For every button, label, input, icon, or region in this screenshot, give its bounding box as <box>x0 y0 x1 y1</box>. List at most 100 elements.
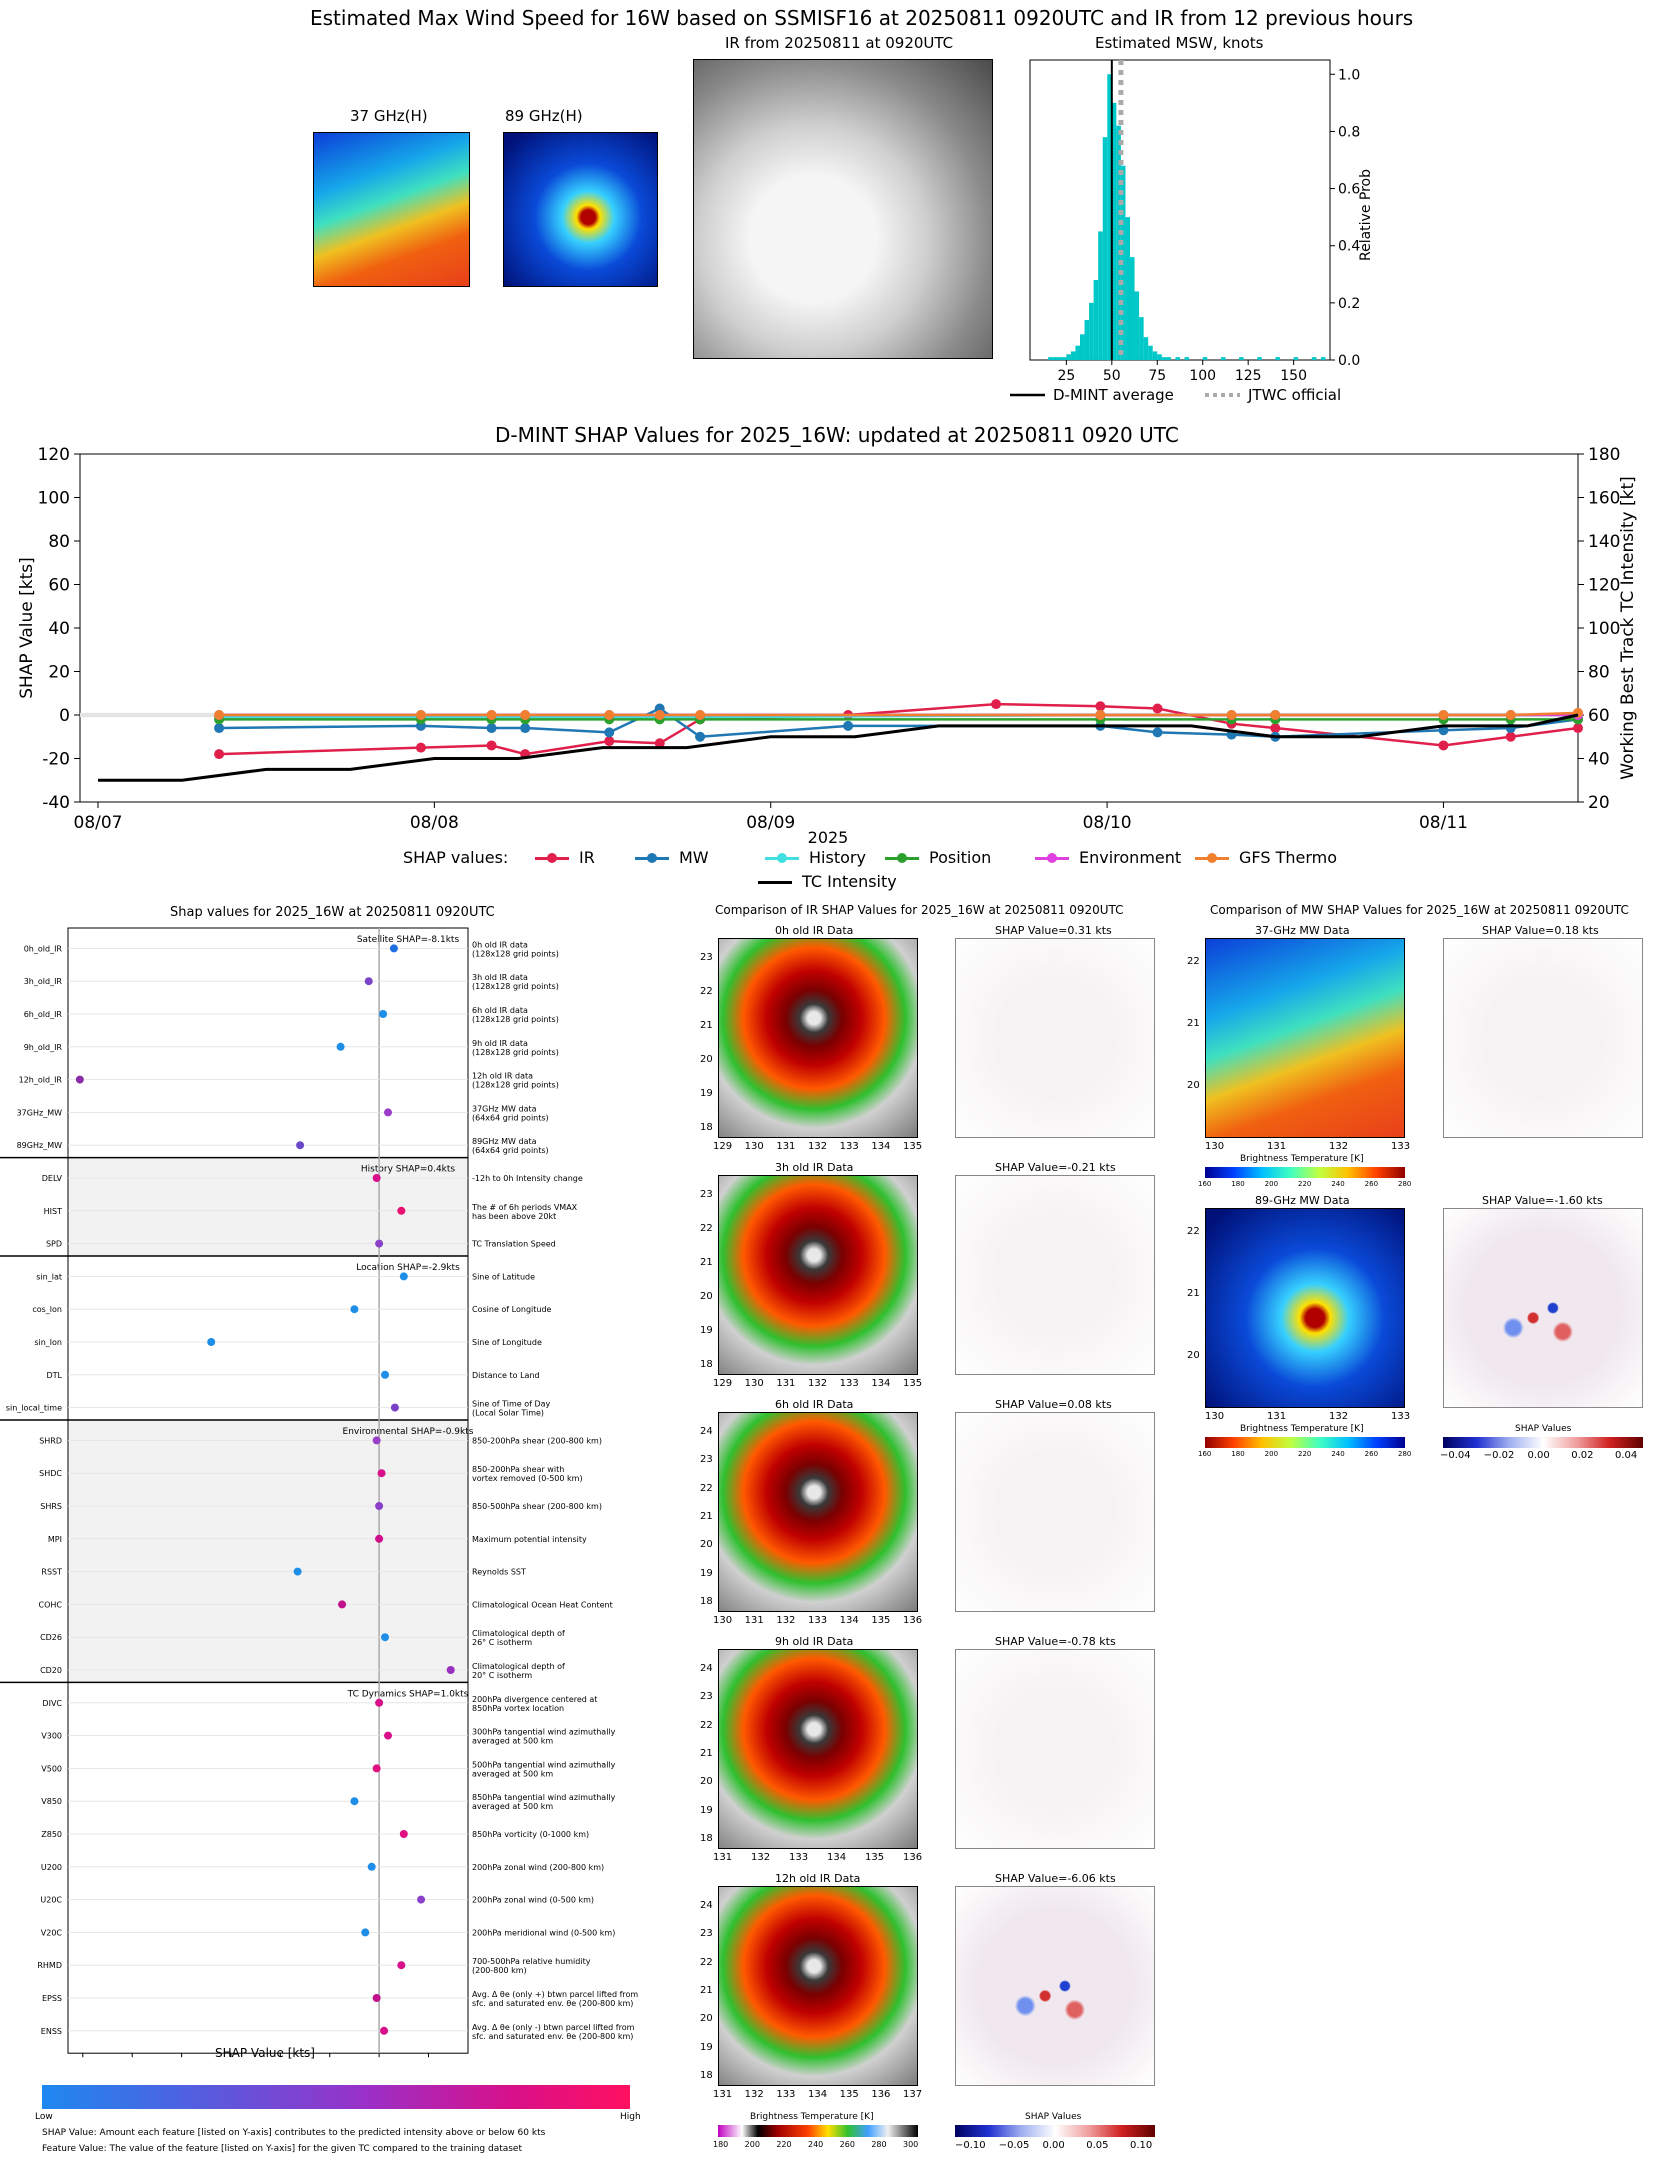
colorbar-tick-label: 260 <box>839 2140 855 2149</box>
ir-ytick-label: 20 <box>700 2013 713 2025</box>
series-point-ir <box>1505 731 1516 742</box>
ts-ytick-label: -20 <box>42 750 70 770</box>
ir-ytick-label: 19 <box>700 2041 713 2053</box>
timeseries-title: D-MINT SHAP Values for 2025_16W: updated… <box>495 423 1179 447</box>
ts-xtick-label: 08/07 <box>74 813 123 833</box>
ir-xtick-label: 132 <box>808 1378 828 1389</box>
mw-row-shap-map <box>1443 1208 1643 1408</box>
mw-row-image <box>1205 938 1405 1138</box>
legend-label: Position <box>929 848 992 867</box>
ir-xtick-label: 133 <box>808 1615 828 1626</box>
ir-row-image <box>718 1175 918 1375</box>
ts-ylabel-right: Working Best Track TC Intensity [kt] <box>1618 476 1638 780</box>
msw-ytick-label: 0.4 <box>1338 239 1360 255</box>
mw37-bt-ticks: 160 180 200 220 240 260 280 <box>1198 1180 1413 1190</box>
series-point-ir <box>1270 723 1281 734</box>
colorbar-tick-label: 260 <box>1364 1450 1379 1458</box>
tc-intensity-line <box>98 713 1579 782</box>
msw-bar <box>1061 357 1067 360</box>
feature-name-RHMD: RHMD <box>37 1961 62 1970</box>
feature-desc: 850hPa vortex location <box>472 1704 564 1713</box>
msw-bar <box>1239 357 1244 360</box>
ir-row-left-title: 12h old IR Data <box>775 1872 861 1885</box>
series-point-gfs-thermo <box>654 710 665 720</box>
ir-xtick-label: 130 <box>744 1141 764 1152</box>
msw-bar <box>1134 291 1140 360</box>
msw-bar <box>1311 357 1317 360</box>
mw-row-left-title: 37-GHz MW Data <box>1255 924 1350 937</box>
feature-desc: Maximum potential intensity <box>472 1535 587 1544</box>
ir-row-shap-map <box>955 1412 1155 1612</box>
series-point-gfs-thermo <box>486 710 497 720</box>
ir-row-shap-map <box>955 1649 1155 1849</box>
feature-desc: 37GHz MW data <box>472 1104 537 1113</box>
msw-bar <box>1257 357 1262 360</box>
ir-ytick-label: 18 <box>700 1833 713 1844</box>
feature-name-U200: U200 <box>41 1863 62 1872</box>
feature-desc: 12h old IR data <box>472 1072 533 1081</box>
colorbar-high-label: High <box>620 2112 641 2122</box>
msw-bar <box>1093 280 1099 360</box>
msw-ytick-label: 0.6 <box>1338 182 1360 198</box>
colorbar-tick-label: 280 <box>871 2140 887 2149</box>
mw37-bt-colorbar-label: Brightness Temperature [K] <box>1240 1154 1364 1164</box>
ir-row-right-title: SHAP Value=0.08 kts <box>995 1398 1112 1411</box>
feature-name-COHC: COHC <box>39 1600 63 1609</box>
series-point-gfs-thermo <box>1505 710 1516 720</box>
feature-name-SHRD: SHRD <box>39 1436 62 1445</box>
colorbar-tick-label: 220 <box>1298 1180 1312 1188</box>
colorbar-tick-label: −0.04 <box>1440 1450 1471 1461</box>
colorbar-tick-label: 0.10 <box>1130 2140 1153 2151</box>
feature-point-U200 <box>367 1862 376 1871</box>
msw-histogram: 25 50 75 100 125 150 0.0 0.2 0.4 0.6 0.8 1.0 Relati… <box>1010 59 1374 404</box>
ir-row-right-title: SHAP Value=-0.21 kts <box>995 1161 1116 1174</box>
ir-xtick-label: 131 <box>713 2089 733 2100</box>
feature-point-U20C <box>417 1895 426 1904</box>
feature-point-sin_local_time <box>390 1403 399 1412</box>
colorbar-tick-label: 0.04 <box>1615 1450 1638 1461</box>
feature-desc: 9h old IR data <box>472 1039 528 1048</box>
feature-desc: 0h old IR data <box>472 940 528 949</box>
msw-xtick-label: 25 <box>1057 368 1075 384</box>
ir-xtick-label: 131 <box>776 1378 796 1389</box>
feature-desc: (Local Solar Time) <box>472 1409 544 1418</box>
feature-point-9h_old_IR <box>336 1042 345 1051</box>
series-point-mw <box>520 723 531 734</box>
feature-desc: 200hPa divergence centered at <box>472 1695 597 1704</box>
msw-xtick-label: 150 <box>1280 368 1307 384</box>
ir-ytick-label: 22 <box>700 1956 713 1968</box>
series-point-ir <box>1152 703 1163 714</box>
ts-ylabel-left: SHAP Value [kts] <box>17 557 37 699</box>
footnote-feature: Feature Value: The value of the feature … <box>42 2144 523 2154</box>
feature-desc: 700-500hPa relative humidity <box>472 1957 591 1966</box>
msw-bar <box>1048 357 1053 360</box>
ir-xtick-label: 134 <box>871 1141 891 1152</box>
series-point-ir <box>1573 723 1583 734</box>
feature-name-SPD: SPD <box>46 1240 62 1249</box>
feature-point-3h_old_IR <box>364 977 373 986</box>
colorbar-tick-label: −0.02 <box>1483 1450 1515 1461</box>
feature-point-RHMD <box>397 1961 406 1970</box>
feature-point-V850 <box>350 1797 359 1806</box>
feature-point-V20C <box>361 1928 370 1937</box>
msw-bar <box>1152 351 1158 360</box>
ir-ytick-label: 21 <box>700 1257 713 1268</box>
colorbar-low-label: Low <box>35 2112 53 2122</box>
feature-name-89GHz_MW: 89GHz_MW <box>17 1141 62 1150</box>
ir-xtick-label: 133 <box>789 1852 809 1863</box>
ts-ytick-label: 40 <box>48 619 70 639</box>
feature-desc: (128x128 grid points) <box>472 949 559 958</box>
msw-bar <box>1080 334 1085 360</box>
ir-row-right-title: SHAP Value=0.31 kts <box>995 924 1112 937</box>
feature-desc: Climatological depth of <box>472 1662 565 1671</box>
msw-ytick-label: 0.8 <box>1338 124 1360 140</box>
ts-xtick-label: 08/10 <box>1083 813 1132 833</box>
colorbar-tick-label: 300 <box>903 2140 919 2149</box>
feature-desc: Distance to Land <box>472 1371 540 1380</box>
msw-bar <box>1143 337 1149 360</box>
msw-bar <box>1111 102 1117 360</box>
mw-shap-ticks: −0.04 −0.02 0.00 0.02 0.04 <box>1440 1450 1655 1462</box>
ir-xtick-label: 129 <box>713 1141 733 1152</box>
feature-desc: (64x64 grid points) <box>472 1113 549 1122</box>
panel-37-title: 37 GHz(H) <box>350 107 428 125</box>
